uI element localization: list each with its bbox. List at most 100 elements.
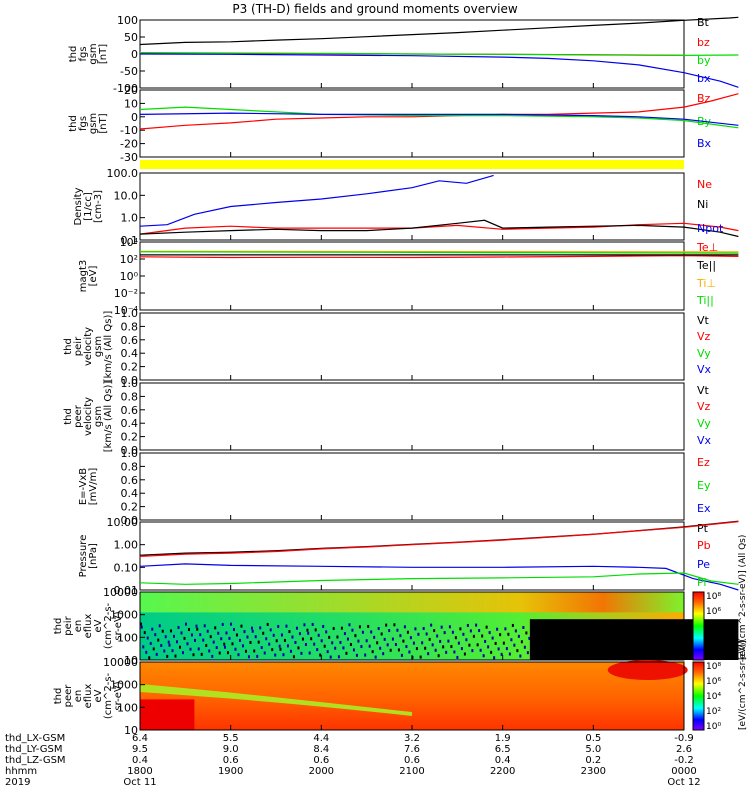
spectrogram-noise xyxy=(140,625,143,629)
spectrogram-noise xyxy=(374,655,377,659)
spectrogram-noise xyxy=(325,630,328,634)
spectrogram-noise xyxy=(479,648,482,652)
spectrogram-noise xyxy=(439,639,442,643)
spectrogram-noise xyxy=(417,632,420,636)
legend-entry: Vy xyxy=(697,417,711,430)
spectrogram-noise xyxy=(454,636,457,640)
spectrogram-noise xyxy=(184,622,187,626)
spectrogram-noise xyxy=(285,624,288,628)
spectrogram-noise xyxy=(174,654,177,658)
spectrogram-noise xyxy=(310,637,313,641)
ytick-label: -20 xyxy=(120,138,138,151)
legend-entry: Vz xyxy=(697,330,711,343)
spectrogram-noise xyxy=(193,638,196,642)
spectrogram-noise xyxy=(237,653,240,657)
ytick-label: 10² xyxy=(120,253,138,266)
spectrogram-noise xyxy=(490,650,493,654)
spectrogram-noise xyxy=(175,640,178,644)
ytick-label: 0.4 xyxy=(121,347,139,360)
spectrogram-noise xyxy=(241,644,244,648)
spectrogram-noise xyxy=(451,630,454,634)
spectrogram-noise xyxy=(328,635,331,639)
spectrogram-noise xyxy=(434,648,437,652)
ylabel-line: magt3 xyxy=(78,260,89,293)
legend-entry: Bt xyxy=(697,16,710,29)
spectrogram-noise xyxy=(316,648,319,652)
series-line-Te⊥ xyxy=(139,254,739,259)
spectrogram-noise xyxy=(277,624,280,628)
panel-pressure: 10.00 1.00 0.10 0.01 Pressure [nPa] Pt Pb Pe Pi xyxy=(78,516,739,597)
ylabel: Pressure [nPa] xyxy=(78,535,99,578)
spectrogram-noise xyxy=(396,628,399,632)
spectrogram-noise xyxy=(160,644,163,648)
series-line-Bz xyxy=(139,93,739,130)
series-line-Pe xyxy=(139,563,739,591)
spectrogram-noise xyxy=(422,627,425,631)
flag-bar xyxy=(140,160,684,169)
series-line-Ti|| xyxy=(139,251,739,254)
spectrogram-noise xyxy=(313,642,316,646)
spectrogram-noise xyxy=(430,623,433,627)
spectrogram-noise xyxy=(146,636,149,640)
legend-entry: Ne xyxy=(697,178,712,191)
spectrogram-noise xyxy=(208,649,211,653)
spectrogram-noise xyxy=(275,639,278,643)
spectrogram-noise xyxy=(157,638,160,642)
ylabel-line: [nPa] xyxy=(88,543,99,569)
spectrogram-noise xyxy=(522,626,525,629)
xaxis-value: -0.9 xyxy=(674,733,694,744)
spectrogram-noise xyxy=(415,647,418,651)
spectrogram-noise xyxy=(209,635,212,639)
ytick-label: 0.1 xyxy=(121,234,139,247)
spectrogram-noise xyxy=(336,635,339,639)
legend-entry: Bz xyxy=(697,92,711,105)
ylabel-line: thd xyxy=(53,618,64,635)
spectrogram-noise xyxy=(424,646,427,650)
ylabel: thd fgs gsm [nT] xyxy=(68,113,109,134)
ytick-label: 0.0 xyxy=(121,444,139,457)
ylabel-line: eV xyxy=(93,689,104,702)
ylabel: magt3 [eV] xyxy=(78,260,99,293)
colorbar xyxy=(692,661,705,731)
spectrogram-green-band xyxy=(140,684,412,716)
spectrogram-noise xyxy=(232,628,235,632)
spectrogram-noise xyxy=(431,643,434,647)
spectrogram-noise xyxy=(148,656,151,660)
series-line-Pt xyxy=(139,520,739,556)
spectrogram-noise xyxy=(456,655,459,659)
spectrogram-noise xyxy=(516,649,519,653)
spectrogram-noise xyxy=(405,645,408,649)
spectrogram-noise xyxy=(386,643,389,647)
spectrogram-noise xyxy=(421,641,424,645)
xaxis-value: 5.5 xyxy=(223,733,239,744)
spectrogram-noise xyxy=(286,644,289,648)
xaxis-value: 7.6 xyxy=(404,744,420,755)
series-line-Npot xyxy=(139,174,494,227)
panel-frame xyxy=(139,172,685,241)
spectrogram-noise xyxy=(288,630,291,634)
xaxis-value: 2200 xyxy=(490,766,515,777)
colorbar-label: [eV/(cm^2-s-sr-eV)] (All Qs) xyxy=(738,535,748,660)
spectrogram-noise xyxy=(250,626,253,630)
panel-density: 100.0 10.0 1.0 0.1 Density [1/cc] [cm-3] Ne Ni Np… xyxy=(73,167,739,247)
spectrogram-noise xyxy=(326,650,329,654)
spectrogram-noise xyxy=(471,649,474,653)
ytick-label: -100 xyxy=(113,82,138,95)
xaxis-value: 0.6 xyxy=(404,755,420,766)
ytick-label: 1000 xyxy=(110,609,138,622)
ylabel-line: [km/s (All Qs)] xyxy=(103,311,114,383)
ytick-label: 0.2 xyxy=(121,361,139,374)
ytick-label: 10⁻² xyxy=(114,287,138,300)
spectrogram-noise xyxy=(510,638,513,642)
spectrogram-noise xyxy=(300,651,303,655)
colorbar-tick-label: 10⁸ xyxy=(706,662,721,672)
spectrogram-noise xyxy=(256,654,259,658)
ylabel-line: eV xyxy=(93,619,104,632)
spectrogram-noise xyxy=(145,650,148,654)
ylabel-line: [eV] xyxy=(88,266,99,287)
ytick-label: 0.6 xyxy=(121,474,139,487)
spectrogram-noise xyxy=(482,654,485,658)
spectrogram-noise xyxy=(354,634,357,638)
xaxis-row-label: thd_LX-GSM xyxy=(5,733,65,744)
colorbar xyxy=(692,591,705,661)
